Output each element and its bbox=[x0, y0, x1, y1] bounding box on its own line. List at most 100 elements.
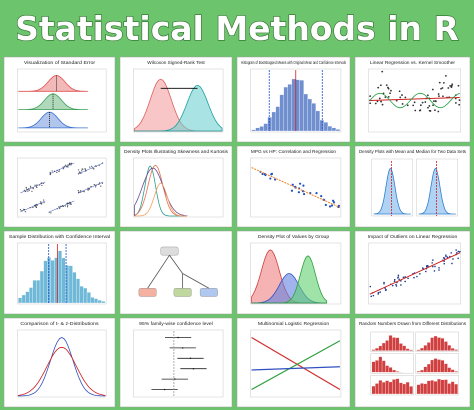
sketch-point bbox=[438, 269, 440, 271]
sketch-bar bbox=[454, 383, 458, 395]
sketch-point bbox=[369, 95, 371, 97]
sketch-bar bbox=[450, 369, 455, 373]
sketch-bar bbox=[440, 379, 445, 395]
sketch-bar bbox=[86, 292, 91, 304]
sketch-point bbox=[445, 254, 447, 256]
sketch-line bbox=[134, 182, 187, 217]
sketch-point bbox=[31, 190, 33, 192]
plot-area bbox=[133, 329, 224, 398]
sketch-point bbox=[404, 280, 406, 283]
sketch-bar bbox=[25, 291, 30, 304]
panel-title: Density Plots Illustrating Skewness and … bbox=[124, 149, 228, 154]
sketch-bar bbox=[405, 348, 410, 351]
sketch-bar bbox=[416, 349, 421, 351]
sketch-line bbox=[147, 254, 170, 289]
sketch-bar bbox=[420, 369, 424, 373]
sketch-point bbox=[25, 188, 28, 190]
sketch-point bbox=[456, 251, 458, 254]
panel: Density Plots Illustrating Skewness and … bbox=[119, 145, 233, 228]
sketch-point bbox=[24, 211, 26, 213]
sketch-bar bbox=[430, 380, 435, 395]
sketch-bar bbox=[430, 359, 435, 373]
sketch-point bbox=[418, 109, 421, 112]
sketch-point bbox=[381, 103, 384, 106]
sketch-point bbox=[65, 164, 67, 166]
panel bbox=[3, 145, 116, 228]
sketch-point bbox=[458, 99, 461, 102]
panel-card bbox=[119, 230, 233, 315]
sketch-bar bbox=[426, 342, 431, 351]
sketch-bar bbox=[68, 265, 73, 304]
sketch-point bbox=[404, 96, 407, 99]
sketch-point bbox=[32, 206, 34, 209]
sketch-point bbox=[444, 75, 447, 77]
panel: Density Plots with Mean and Median for T… bbox=[354, 145, 471, 228]
sketch-point bbox=[402, 276, 405, 279]
sketch-bar bbox=[303, 93, 308, 132]
panel: Random Numbers Drawn from Different Dist… bbox=[354, 317, 471, 408]
sketch-point bbox=[457, 250, 460, 253]
sketch-point bbox=[19, 209, 22, 211]
sketch-point bbox=[290, 189, 294, 192]
sketch-bar bbox=[291, 78, 296, 132]
sketch-bar bbox=[426, 363, 431, 373]
sketch-point bbox=[337, 204, 341, 207]
sketch-bar bbox=[319, 119, 325, 132]
sketch-bar bbox=[416, 384, 421, 395]
sketch-point bbox=[369, 285, 372, 288]
sketch-bar bbox=[335, 129, 341, 132]
sketch-point bbox=[81, 170, 83, 172]
sketch-bar bbox=[437, 378, 441, 395]
sketch-bar bbox=[371, 349, 376, 351]
sketch-point bbox=[379, 84, 382, 87]
sketch-point bbox=[449, 85, 452, 87]
sketch-point bbox=[454, 102, 457, 104]
sketch-point bbox=[397, 274, 400, 277]
sketch-bar bbox=[378, 380, 383, 395]
panel: Wilcoxon Signed-Rank Test bbox=[119, 56, 233, 143]
sketch-point bbox=[380, 100, 382, 103]
sketch-point bbox=[438, 95, 440, 97]
sketch-bar bbox=[375, 383, 379, 395]
sketch-bar bbox=[409, 349, 413, 351]
sketch-bar bbox=[72, 272, 77, 304]
sketch-point bbox=[23, 189, 25, 191]
sketch-bar bbox=[381, 342, 386, 351]
sketch-point bbox=[372, 294, 375, 297]
tree-node bbox=[199, 288, 218, 297]
sketch-point bbox=[29, 185, 32, 187]
sketch-point bbox=[424, 101, 427, 103]
sketch-point bbox=[412, 104, 415, 107]
sketch-bar bbox=[378, 345, 383, 351]
sketch-point bbox=[95, 186, 97, 188]
sketch-line bbox=[134, 84, 223, 132]
sketch-point bbox=[332, 201, 336, 204]
sketch-bar bbox=[402, 345, 407, 351]
sketch-point bbox=[192, 367, 195, 370]
sketch-point bbox=[302, 192, 306, 196]
tree-node bbox=[138, 288, 157, 297]
sketch-line bbox=[133, 165, 187, 217]
sketch-point bbox=[32, 188, 34, 190]
sketch-bar bbox=[295, 79, 300, 132]
sketch-point bbox=[63, 165, 66, 167]
sketch-bar bbox=[450, 348, 455, 351]
sketch-point bbox=[25, 186, 27, 189]
sketch-bar bbox=[29, 287, 33, 304]
sketch-point bbox=[80, 190, 82, 192]
sketch-point bbox=[398, 90, 401, 93]
sketch-bar bbox=[454, 371, 458, 373]
panel: Impact of Outliers on Linear Regression bbox=[354, 230, 471, 315]
sketch-bar bbox=[21, 294, 26, 304]
sketch-point bbox=[437, 93, 440, 95]
sketch-bar bbox=[395, 371, 400, 373]
sketch-point bbox=[421, 101, 424, 104]
sketch-line bbox=[251, 255, 328, 304]
sketch-point bbox=[406, 104, 409, 107]
sketch-bar bbox=[409, 386, 413, 395]
sketch-point bbox=[67, 166, 69, 168]
sketch-point bbox=[89, 166, 91, 168]
panel-title: Density Plots with Mean and Median for T… bbox=[359, 149, 466, 154]
sketch-point bbox=[62, 168, 65, 170]
sketch-bar bbox=[454, 349, 458, 351]
